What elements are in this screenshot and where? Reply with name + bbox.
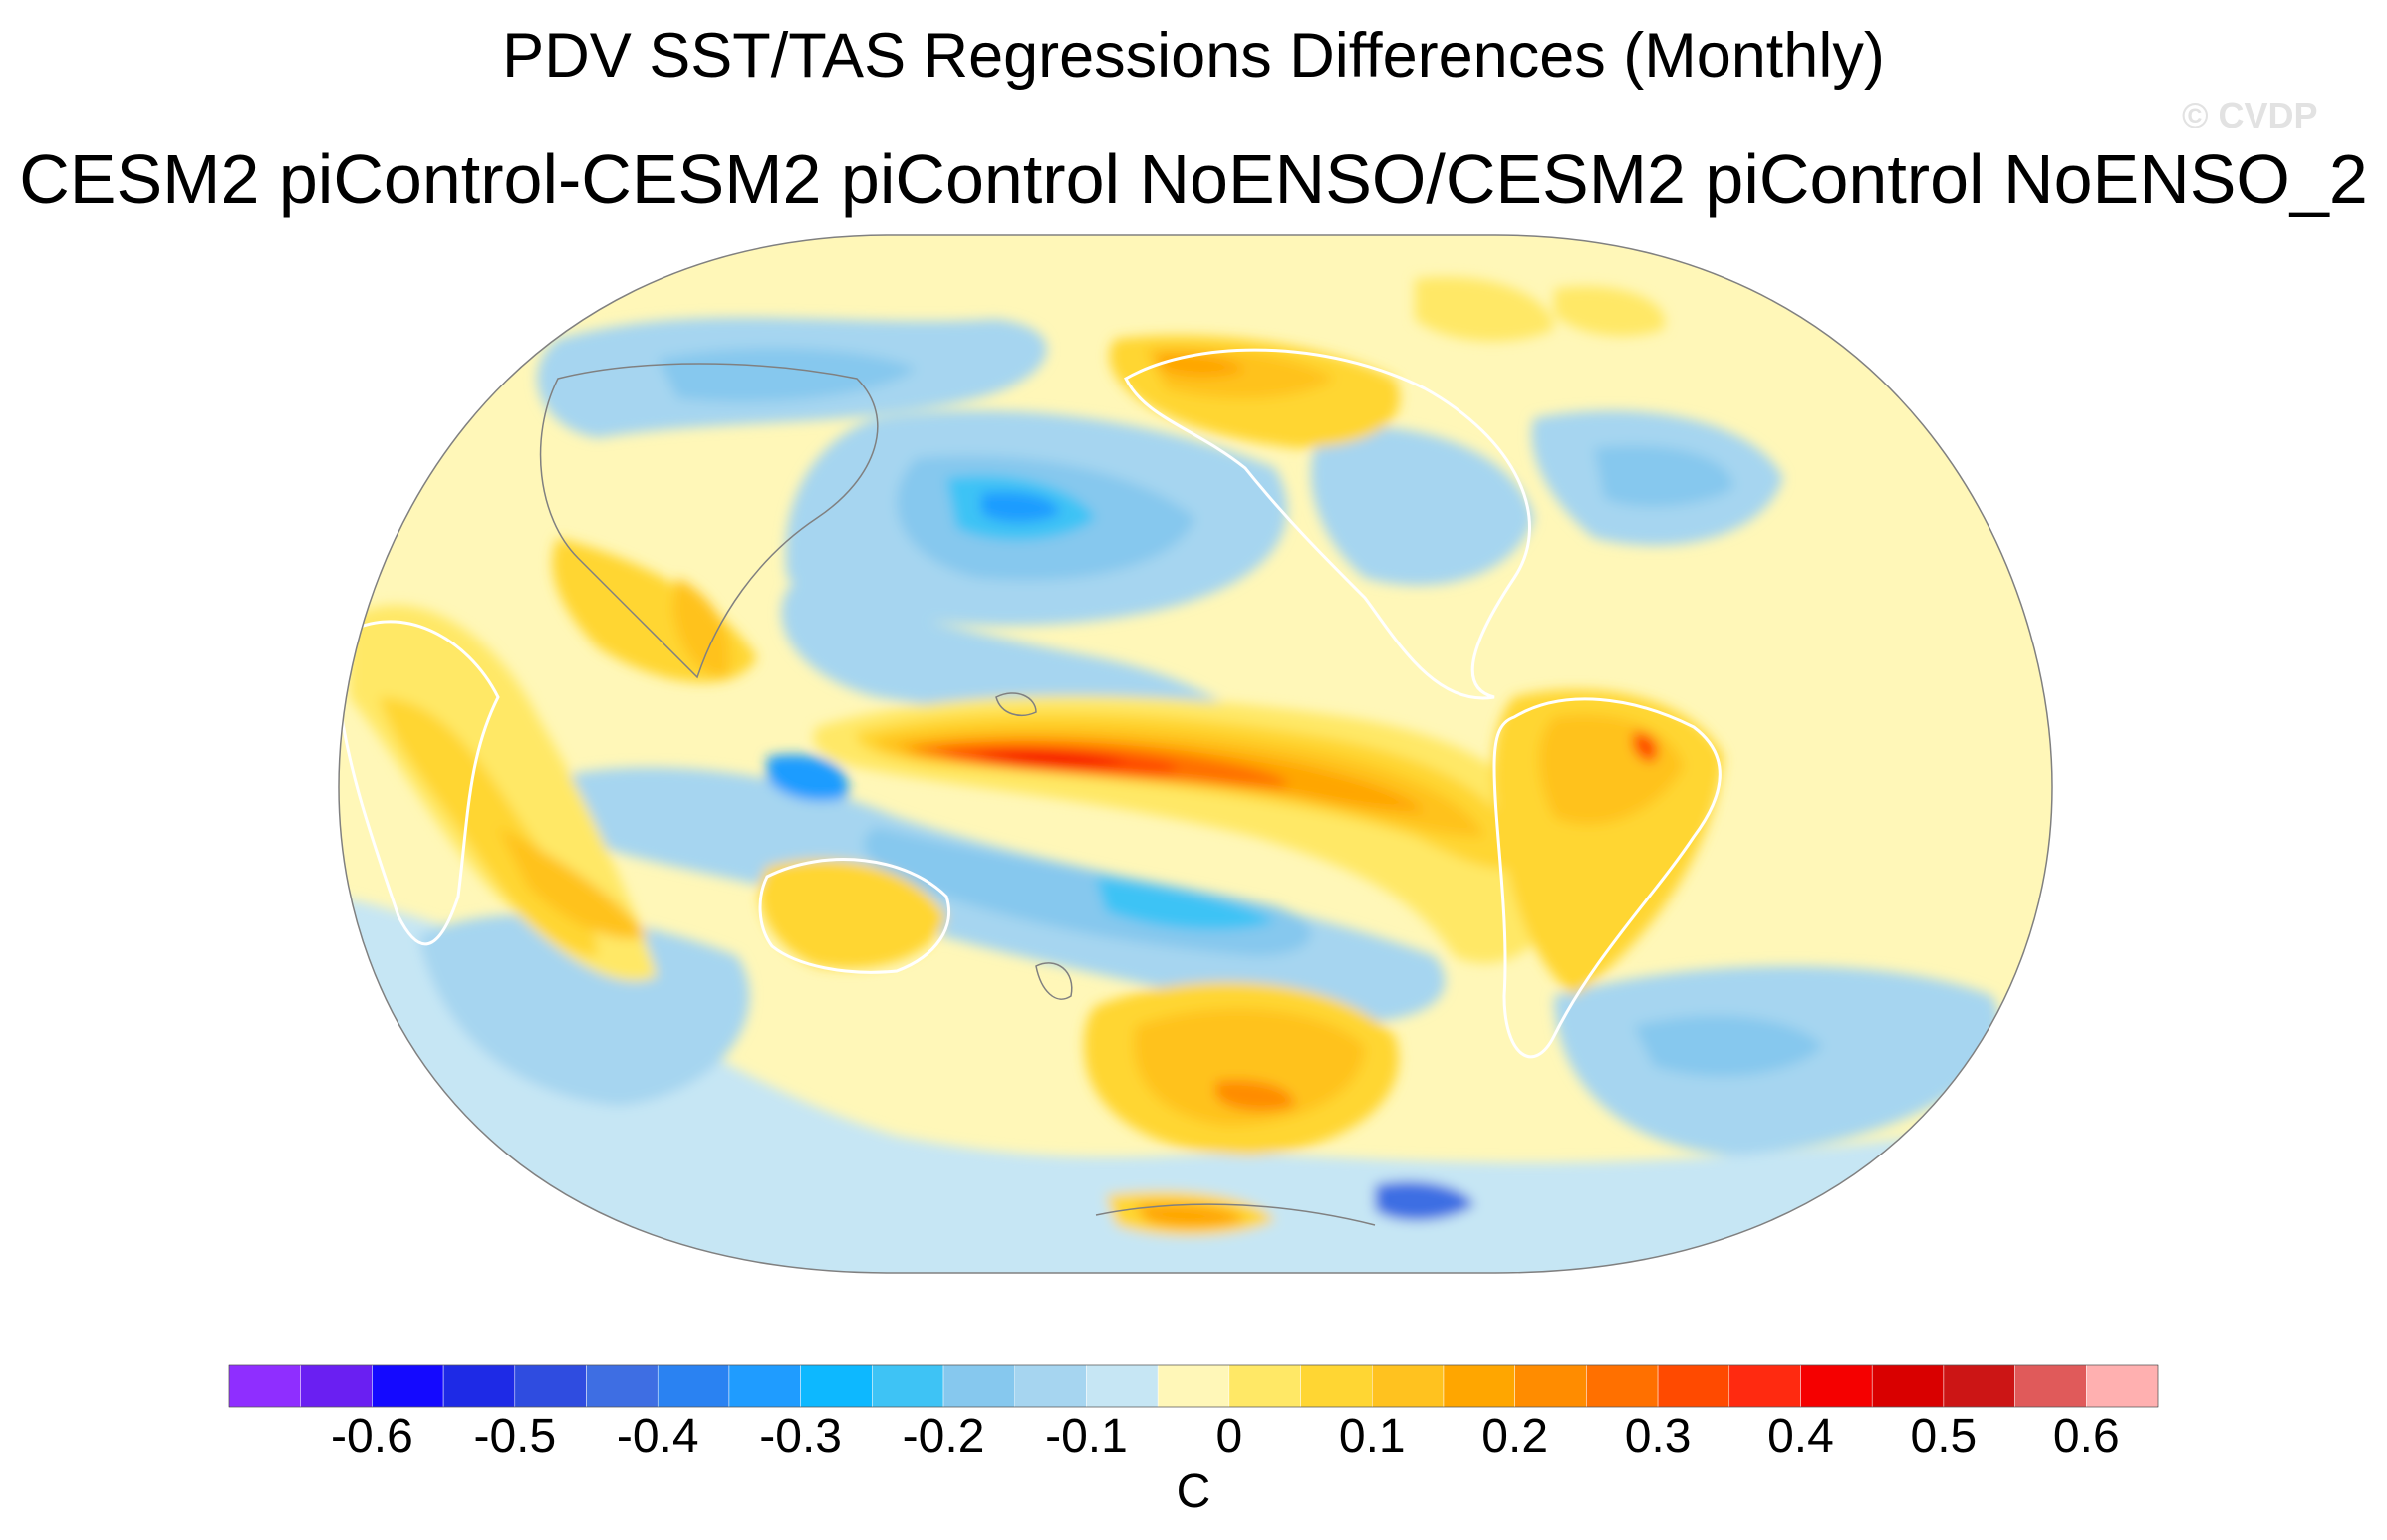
map-border <box>338 234 2053 1274</box>
colorbar-box <box>1657 1364 1730 1408</box>
colorbar-box <box>1871 1364 1945 1408</box>
colorbar-tick-label: 0.6 <box>2052 1411 2120 1463</box>
colorbar-box <box>372 1364 444 1408</box>
southern-ocean-cool-band <box>339 897 2052 1273</box>
colorbar-box <box>1800 1364 1873 1408</box>
south-america-outline <box>1492 697 1722 1059</box>
colorbar-tick-label: -0.3 <box>759 1411 842 1463</box>
colorbar-tick-label: 0.3 <box>1624 1411 1692 1463</box>
chart-subtitle: CESM2 piControl-CESM2 piControl NoENSO/C… <box>19 140 2368 218</box>
colorbar-box <box>2014 1364 2087 1408</box>
colorbar-box <box>1228 1364 1301 1408</box>
colorbar-box <box>800 1364 873 1408</box>
colorbar-box <box>1300 1364 1373 1408</box>
colorbar-outline <box>228 1364 2159 1408</box>
north-america-outline <box>1124 348 1531 700</box>
colorbar-box <box>300 1364 373 1408</box>
colorbar-box <box>1943 1364 2015 1408</box>
colorbar-units: C <box>1176 1465 1211 1518</box>
asia-coastline <box>539 363 1376 1226</box>
map-field <box>339 235 2052 1273</box>
colorbar-box <box>1086 1364 1159 1408</box>
colorbar-box <box>1372 1364 1445 1408</box>
colorbar-box <box>1728 1364 1801 1408</box>
colorbar-tick-label: 0.4 <box>1767 1411 1834 1463</box>
colorbar-tick-label: 0.1 <box>1338 1411 1406 1463</box>
cvdp-watermark: © CVDP <box>2182 95 2318 135</box>
colorbar-box <box>872 1364 944 1408</box>
colorbar-box <box>942 1364 1015 1408</box>
colorbar-tick-label: -0.6 <box>331 1411 413 1463</box>
south-indian-cool-anomaly <box>418 914 750 1106</box>
colorbar-tick-label: 0 <box>1215 1411 1243 1463</box>
colorbar-tick-label: -0.1 <box>1045 1411 1128 1463</box>
colorbar-tick-label: -0.4 <box>616 1411 699 1463</box>
colorbar-box <box>2086 1364 2159 1408</box>
colorbar-tick-label: -0.5 <box>473 1411 557 1463</box>
colorbar-box <box>1586 1364 1659 1408</box>
colorbar <box>228 1364 2159 1408</box>
colorbar-box <box>657 1364 730 1408</box>
africa-outline <box>339 620 500 946</box>
colorbar-box <box>442 1364 516 1408</box>
chart-title: PDV SST/TAS Regressions Differences (Mon… <box>502 21 1885 91</box>
colorbar-tick-label: -0.2 <box>902 1411 985 1463</box>
colorbar-tick-label: 0.5 <box>1910 1411 1978 1463</box>
colorbar-box <box>1157 1364 1230 1408</box>
colorbar-box <box>514 1364 587 1408</box>
colorbar-box <box>228 1364 301 1408</box>
colorbar-box <box>1514 1364 1587 1408</box>
colorbar-box <box>1014 1364 1087 1408</box>
australia-outline <box>758 858 951 974</box>
colorbar-box <box>728 1364 801 1408</box>
colorbar-box <box>586 1364 659 1408</box>
colorbar-tick-label: 0.2 <box>1481 1411 1549 1463</box>
colorbar-box <box>1443 1364 1515 1408</box>
coastlines <box>339 348 1722 1059</box>
